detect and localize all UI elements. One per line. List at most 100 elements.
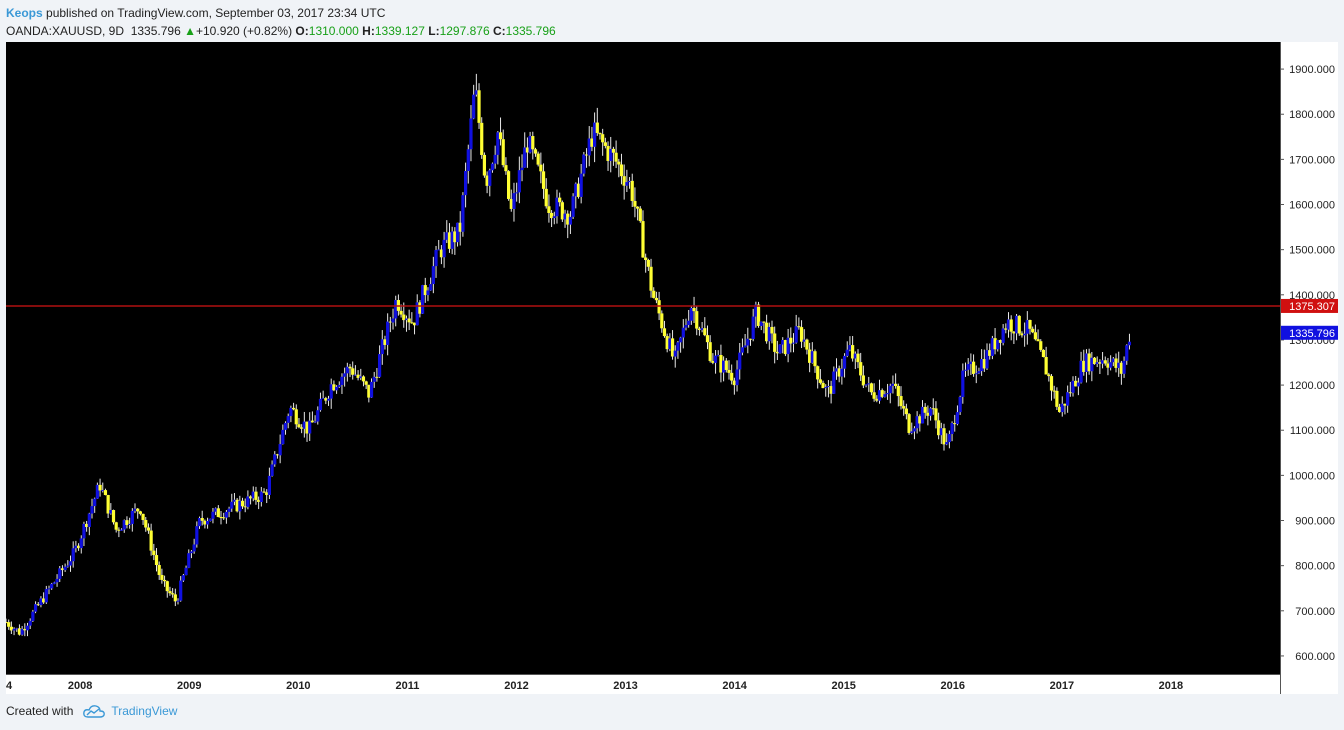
candle-down — [918, 416, 922, 424]
candle-up — [463, 170, 468, 196]
horizontal-level-value: 1375.307 — [1289, 301, 1335, 313]
candle-down — [789, 337, 793, 344]
candle-down — [797, 326, 801, 328]
candle-up — [910, 431, 914, 433]
candle-down — [783, 340, 788, 355]
candle-down — [636, 206, 640, 209]
candle-up — [684, 324, 688, 328]
candle-down — [1103, 360, 1107, 364]
candle-up — [55, 578, 59, 583]
candle-up — [738, 352, 742, 370]
candle-down — [60, 568, 65, 571]
candle-down — [899, 396, 903, 407]
candle-down — [367, 384, 371, 398]
candle-down — [4, 622, 8, 624]
candle-up — [912, 428, 917, 432]
candle-down — [144, 520, 148, 528]
low-value: 1297.876 — [439, 24, 490, 38]
candle-up — [668, 338, 672, 350]
candle-down — [697, 328, 702, 331]
price-tick-label: 1800.000 — [1289, 109, 1335, 121]
time-tick-label: 2008 — [68, 680, 92, 692]
candle-down — [654, 297, 659, 301]
candle-down — [536, 153, 540, 165]
open-label: O: — [295, 24, 309, 38]
candle-down — [1055, 390, 1059, 407]
candle-up — [455, 222, 460, 243]
candle-up — [740, 347, 745, 353]
price-chart[interactable]: 600.000 700.000 800.000 900.000 1000.000 1100… — [4, 42, 1338, 694]
candle-down — [1036, 339, 1040, 342]
candle-up — [426, 290, 430, 296]
candle-down — [480, 122, 484, 155]
candle-down — [407, 318, 411, 323]
candle-down — [171, 593, 175, 595]
candle-down — [695, 311, 699, 329]
candle-up — [211, 511, 215, 519]
candle-up — [95, 484, 99, 499]
candle-down — [942, 428, 946, 445]
candle-up — [386, 321, 390, 345]
candle-up — [853, 353, 857, 359]
candle-down — [711, 360, 715, 363]
candle-down — [36, 604, 40, 606]
candle-down — [235, 499, 239, 512]
candle-up — [404, 318, 409, 321]
tradingview-link[interactable]: TradingView — [111, 704, 178, 718]
candle-down — [603, 142, 607, 146]
ohlc-line: OANDA:XAUUSD, 9D 1335.796 ▲+10.920 (+0.8… — [6, 22, 556, 40]
candle-down — [1052, 390, 1056, 392]
open-value: 1310.000 — [308, 24, 359, 38]
candle-up — [826, 386, 831, 388]
candle-down — [1039, 341, 1043, 350]
candle-down — [361, 376, 366, 382]
candle-up — [574, 183, 578, 197]
candle-down — [297, 424, 301, 428]
candle-up — [759, 321, 763, 326]
candle-up — [568, 216, 573, 225]
candle-down — [504, 165, 508, 172]
candle-up — [394, 300, 398, 319]
candle-up — [90, 506, 94, 514]
candle-up — [950, 423, 954, 435]
candle-down — [705, 335, 710, 343]
candle-down — [157, 565, 161, 575]
candle-down — [560, 202, 564, 220]
candle-up — [122, 520, 126, 530]
candle-up — [278, 444, 282, 456]
candle-up — [673, 350, 677, 357]
high-value: 1339.127 — [374, 24, 425, 38]
candle-up — [563, 213, 567, 220]
candle-down — [869, 383, 874, 393]
candle-up — [337, 384, 341, 387]
candle-down — [257, 499, 261, 502]
candle-down — [872, 392, 876, 399]
candle-down — [923, 406, 927, 413]
candle-down — [813, 351, 817, 367]
candle-up — [958, 396, 962, 413]
candle-down — [837, 368, 841, 377]
candle-down — [617, 161, 621, 165]
candle-up — [1122, 360, 1126, 374]
chart-area[interactable]: 600.000 700.000 800.000 900.000 1000.000 1100… — [4, 42, 1338, 694]
candle-up — [1060, 403, 1064, 413]
candle-down — [775, 351, 779, 354]
candle-down — [162, 579, 167, 582]
candle-down — [880, 390, 884, 397]
candle-up — [20, 628, 24, 635]
candle-down — [9, 626, 13, 631]
candle-up — [985, 350, 989, 369]
candle-up — [523, 147, 527, 168]
candle-up — [197, 518, 202, 527]
candle-up — [679, 337, 683, 343]
candle-up — [230, 501, 234, 509]
author-link[interactable]: Keops — [6, 6, 43, 20]
candle-down — [332, 384, 336, 391]
candle-down — [458, 222, 462, 232]
candle-up — [824, 387, 828, 389]
candle-down — [657, 300, 661, 314]
candle-down — [402, 314, 406, 321]
candle-down — [203, 520, 207, 525]
candle-up — [1023, 333, 1027, 336]
candle-up — [232, 499, 237, 502]
